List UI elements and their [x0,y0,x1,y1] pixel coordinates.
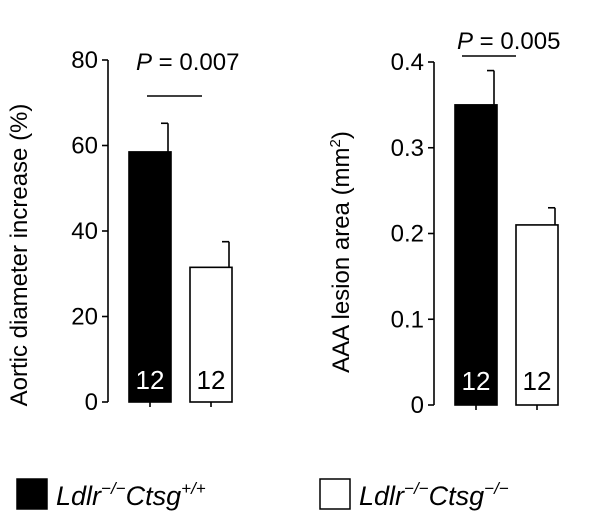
legend-gene2: Ctsg [429,481,485,511]
y-tick-label: 0.3 [391,135,424,162]
y-tick-label: 0.4 [391,49,424,76]
y-tick-label: 0.1 [391,306,424,333]
n-label: 12 [136,365,165,395]
y-tick-label: 60 [71,133,98,160]
legend-label-knockout: Ldlr−/−Ctsg−/− [359,479,509,511]
bars-diameter [128,151,233,407]
legend-gene1: Ldlr [56,481,102,511]
legend-item-wildtype: Ldlr−/−Ctsg+/+ [16,478,206,511]
legend-sup2: +/+ [181,479,206,498]
bar [454,104,498,406]
y-axis-label-lesion: AAA lesion area (mm2) [327,131,355,373]
legend-label-wildtype: Ldlr−/−Ctsg+/+ [56,479,206,511]
n-label: 12 [197,365,226,395]
legend-sup2: −/− [484,479,509,498]
legend-swatch-knockout [319,478,351,510]
bars-lesion [454,104,559,410]
y-tick-label: 0 [85,389,98,416]
p-value-text: = 0.005 [473,28,560,55]
y-tick-label: 0 [411,392,424,419]
n-labels-diameter: 12 12 [136,365,226,395]
n-label: 12 [462,366,491,396]
p-value-diameter: P = 0.007 [136,49,239,76]
legend: Ldlr−/−Ctsg+/+ Ldlr−/−Ctsg−/− [16,478,509,511]
y-ticks-lesion: 0 0.1 0.2 0.3 0.4 [391,49,434,419]
n-label: 12 [523,366,552,396]
legend-gene1: Ldlr [359,481,405,511]
y-label-lesion-end: ) [328,131,355,139]
y-label-lesion-main: AAA lesion area (mm [328,147,355,372]
p-value-lesion: P = 0.005 [457,28,560,55]
y-tick-label: 80 [71,47,98,74]
error-bars-lesion [487,69,556,225]
n-labels-lesion: 12 12 [462,366,552,396]
y-tick-label: 0.2 [391,221,424,248]
y-label-lesion-sup: 2 [327,139,344,147]
legend-item-knockout: Ldlr−/−Ctsg−/− [319,478,509,511]
chart-diameter-increase: Aortic diameter increase (%) 0 20 40 60 80 1… [6,47,239,416]
error-bars-diameter [161,122,230,268]
p-value-text: = 0.007 [152,49,239,76]
y-ticks-diameter: 0 20 40 60 80 [71,47,108,416]
chart-lesion-area: AAA lesion area (mm2) 00.10.20.30.4 12 12… [327,28,560,419]
legend-sup1: −/− [101,479,126,498]
p-value-prefix: P [136,49,152,76]
bar [515,224,559,406]
y-tick-label: 40 [71,218,98,245]
y-tick-label: 20 [71,304,98,331]
y-axis-label-diameter: Aortic diameter increase (%) [6,104,33,407]
legend-gene2: Ctsg [126,481,182,511]
legend-swatch-wildtype [16,478,48,510]
p-value-prefix: P [457,28,473,55]
legend-sup1: −/− [404,479,429,498]
bar [189,266,233,403]
